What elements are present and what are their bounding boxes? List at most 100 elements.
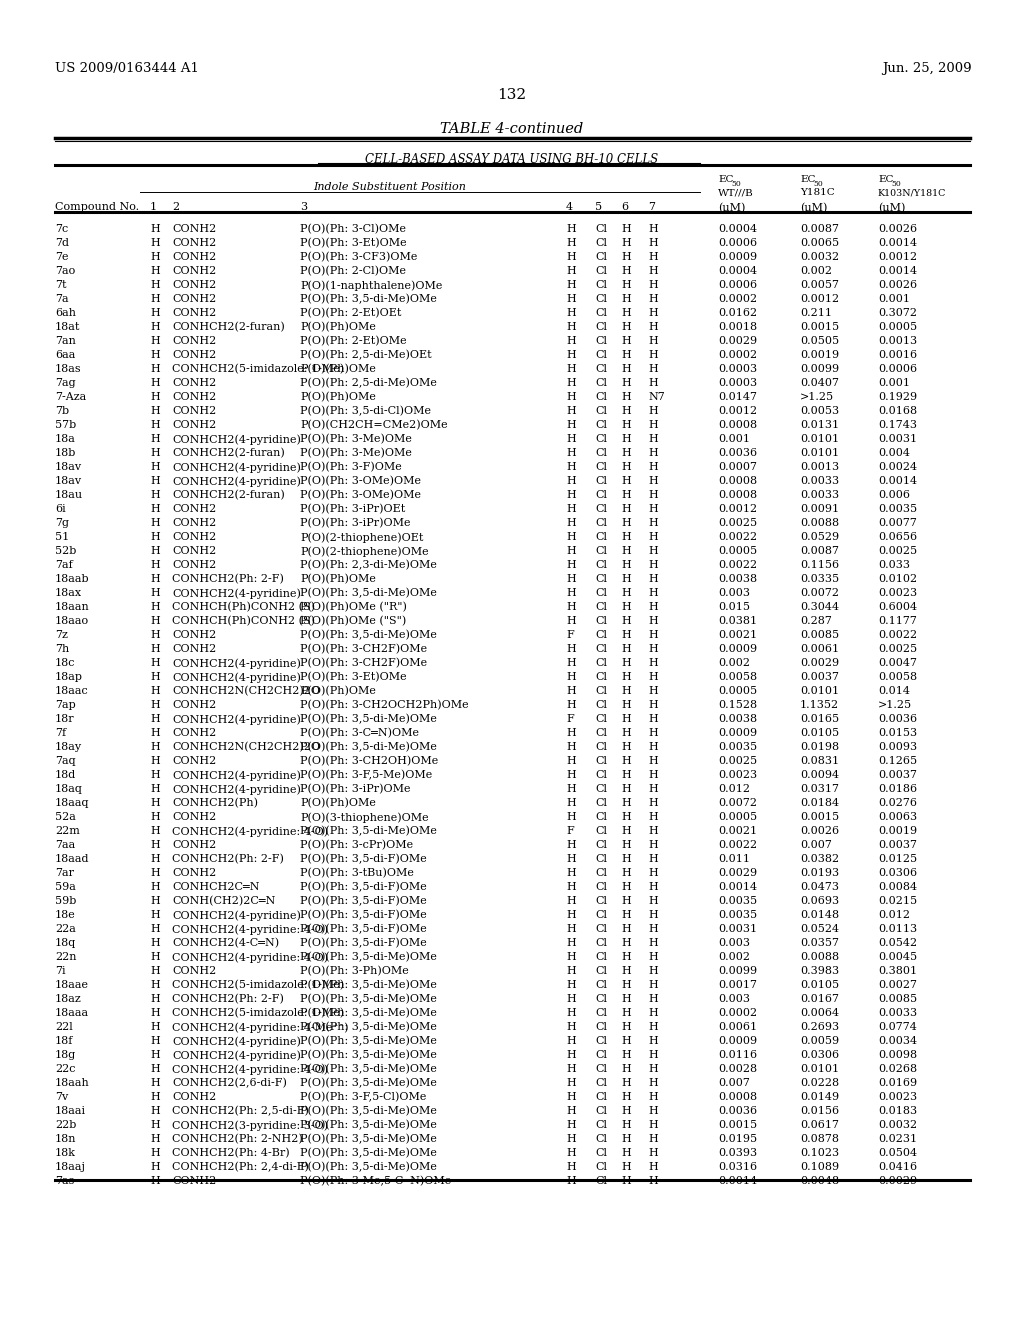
Text: 18aai: 18aai [55,1106,86,1115]
Text: 18ay: 18ay [55,742,82,752]
Text: P(O)(Ph: 2,5-di-Me)OEt: P(O)(Ph: 2,5-di-Me)OEt [300,350,432,360]
Text: 7ao: 7ao [55,267,75,276]
Text: H: H [150,686,160,696]
Text: 0.001: 0.001 [878,294,910,304]
Text: 0.0014: 0.0014 [718,882,757,892]
Text: CONHCH2(Ph: 2,5-di-F): CONHCH2(Ph: 2,5-di-F) [172,1106,309,1117]
Text: H: H [621,1008,631,1018]
Text: H: H [648,267,657,276]
Text: H: H [566,869,575,878]
Text: 0.0156: 0.0156 [800,1106,839,1115]
Text: 0.0012: 0.0012 [800,294,839,304]
Text: H: H [566,308,575,318]
Text: H: H [150,252,160,261]
Text: H: H [648,434,657,444]
Text: 0.0101: 0.0101 [800,447,839,458]
Text: Cl: Cl [595,1092,607,1102]
Text: Cl: Cl [595,517,607,528]
Text: CONHCH2(4-pyridine): CONHCH2(4-pyridine) [172,657,301,668]
Text: H: H [150,294,160,304]
Text: 0.0063: 0.0063 [878,812,918,822]
Text: H: H [648,700,657,710]
Text: 0.0033: 0.0033 [800,477,839,486]
Text: Cl: Cl [595,477,607,486]
Text: EC: EC [878,176,894,183]
Text: Cl: Cl [595,784,607,795]
Text: H: H [621,700,631,710]
Text: Cl: Cl [595,392,607,403]
Text: 0.0029: 0.0029 [800,657,839,668]
Text: 0.0002: 0.0002 [718,1008,757,1018]
Text: Cl: Cl [595,420,607,430]
Text: H: H [150,799,160,808]
Text: H: H [150,517,160,528]
Text: H: H [566,742,575,752]
Text: P(O)(Ph)OMe: P(O)(Ph)OMe [300,392,376,403]
Text: H: H [150,1148,160,1158]
Text: P(O)(Ph: 3,5-di-Me)OMe: P(O)(Ph: 3,5-di-Me)OMe [300,952,437,962]
Text: H: H [621,504,631,513]
Text: H: H [648,630,657,640]
Text: H: H [621,1078,631,1088]
Text: CONH2: CONH2 [172,812,216,822]
Text: Cl: Cl [595,854,607,865]
Text: Cl: Cl [595,770,607,780]
Text: Jun. 25, 2009: Jun. 25, 2009 [883,62,972,75]
Text: H: H [150,337,160,346]
Text: H: H [621,812,631,822]
Text: H: H [648,1106,657,1115]
Text: 0.003: 0.003 [718,939,750,948]
Text: Cl: Cl [595,447,607,458]
Text: H: H [150,700,160,710]
Text: 18n: 18n [55,1134,77,1144]
Text: CONHCH2(Ph: 2-F): CONHCH2(Ph: 2-F) [172,854,284,865]
Text: 0.0029: 0.0029 [718,869,757,878]
Text: F: F [566,714,573,723]
Text: 52a: 52a [55,812,76,822]
Text: H: H [566,364,575,374]
Text: 0.0165: 0.0165 [800,714,839,723]
Text: 0.012: 0.012 [718,784,750,795]
Text: P(O)(Ph: 3-CH2OH)OMe: P(O)(Ph: 3-CH2OH)OMe [300,756,438,767]
Text: 0.0013: 0.0013 [800,462,839,473]
Text: 18q: 18q [55,939,76,948]
Text: 0.001: 0.001 [718,434,750,444]
Text: 0.0008: 0.0008 [718,477,757,486]
Text: Cl: Cl [595,672,607,682]
Text: 0.0335: 0.0335 [800,574,839,583]
Text: 0.0101: 0.0101 [800,1064,839,1074]
Text: 0.3983: 0.3983 [800,966,839,975]
Text: H: H [566,952,575,962]
Text: 0.0087: 0.0087 [800,224,839,234]
Text: Cl: Cl [595,1119,607,1130]
Text: H: H [150,644,160,653]
Text: Cl: Cl [595,939,607,948]
Text: H: H [648,322,657,333]
Text: 0.0035: 0.0035 [718,742,757,752]
Text: 0.287: 0.287 [800,616,831,626]
Text: CONH2: CONH2 [172,630,216,640]
Text: 5: 5 [595,202,602,213]
Text: P(O)(Ph: 3-CH2F)OMe: P(O)(Ph: 3-CH2F)OMe [300,657,427,668]
Text: H: H [566,587,575,598]
Text: 0.0025: 0.0025 [718,517,757,528]
Text: 0.0061: 0.0061 [718,1022,757,1032]
Text: 0.0473: 0.0473 [800,882,839,892]
Text: 0.0014: 0.0014 [878,238,918,248]
Text: 0.0036: 0.0036 [718,447,757,458]
Text: H: H [621,434,631,444]
Text: H: H [566,994,575,1005]
Text: H: H [648,799,657,808]
Text: 22b: 22b [55,1119,77,1130]
Text: 0.0357: 0.0357 [800,939,839,948]
Text: 7aa: 7aa [55,840,75,850]
Text: H: H [566,434,575,444]
Text: 0.0169: 0.0169 [878,1078,918,1088]
Text: 18aae: 18aae [55,979,89,990]
Text: 18k: 18k [55,1148,76,1158]
Text: 18aq: 18aq [55,784,83,795]
Text: H: H [648,657,657,668]
Text: H: H [566,909,575,920]
Text: H: H [648,517,657,528]
Text: Cl: Cl [595,714,607,723]
